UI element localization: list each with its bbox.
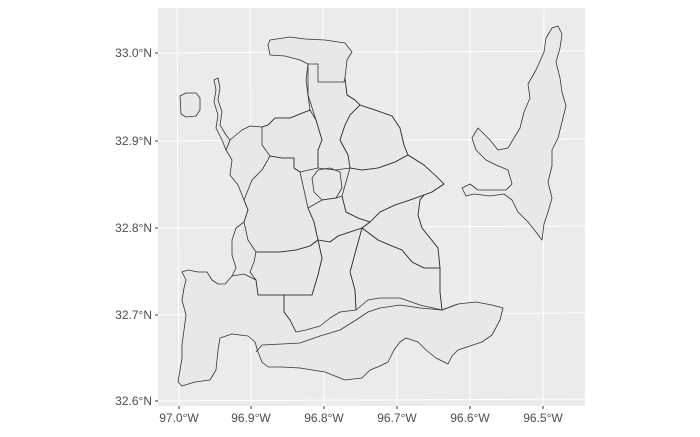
lon-label-96.8: 96.8°W <box>304 411 344 425</box>
district-east-lake[interactable] <box>461 25 567 241</box>
lon-label-96.6: 96.6°W <box>450 411 490 425</box>
longitude-axis: 97.0°W 96.9°W 96.8°W 96.7°W 96.6°W 96.5°… <box>159 411 563 425</box>
lat-label-32.9: 32.9°N <box>115 134 152 148</box>
latitude-axis: 33.0°N 32.9°N 32.8°N 32.7°N 32.6°N <box>115 46 152 408</box>
lat-label-32.7: 32.7°N <box>115 308 152 322</box>
lat-label-32.6: 32.6°N <box>115 394 152 408</box>
district-south-central[interactable] <box>349 227 443 311</box>
detached-area-northwest[interactable] <box>179 92 201 118</box>
district-oak-cliff[interactable] <box>283 227 363 333</box>
gridline-lon-97.0 <box>176 7 180 407</box>
lon-label-96.5: 96.5°W <box>523 411 563 425</box>
gridline-lat-33.0 <box>157 50 586 54</box>
axis-ticks <box>155 52 544 409</box>
lon-label-97.0: 97.0°W <box>159 411 199 425</box>
districts <box>177 25 567 387</box>
district-south[interactable] <box>255 303 459 353</box>
lon-label-96.9: 96.9°W <box>231 411 271 425</box>
lon-label-96.7: 96.7°W <box>377 411 417 425</box>
district-love-field[interactable] <box>311 167 343 201</box>
lat-label-32.8: 32.8°N <box>115 221 152 235</box>
northwest-tendril[interactable] <box>213 77 231 151</box>
district-southwest-lower[interactable] <box>231 273 297 333</box>
gridline-lat-32.6 <box>157 398 586 402</box>
lat-label-33.0: 33.0°N <box>115 46 152 60</box>
